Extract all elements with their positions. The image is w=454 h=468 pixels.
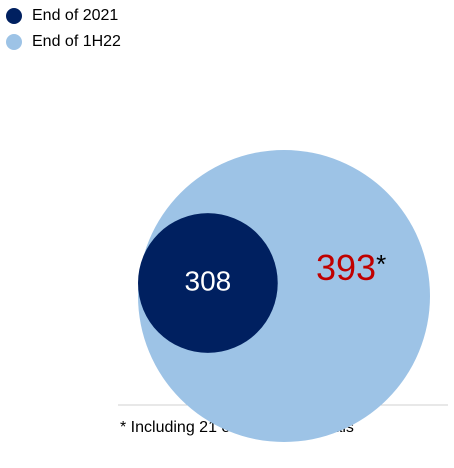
value-label: 308: [185, 265, 232, 296]
legend-label: End of 2021: [32, 7, 118, 24]
legend-label: End of 1H22: [32, 33, 121, 50]
value-number: 393: [316, 247, 376, 288]
footnote-marker: *: [376, 249, 386, 279]
bubble: [138, 213, 278, 353]
legend-swatch: [6, 8, 22, 24]
legend-swatch: [6, 34, 22, 50]
value-label: 393*: [316, 247, 386, 288]
